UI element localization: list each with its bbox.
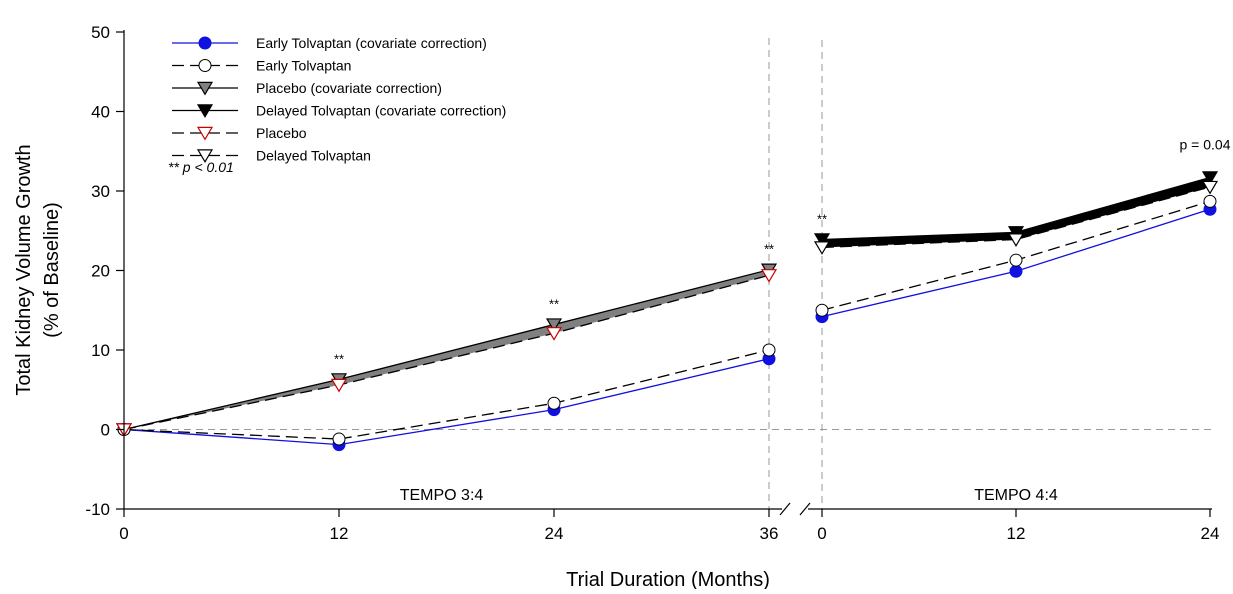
y-tick-label-1: -10 bbox=[85, 500, 110, 519]
data-point-seg1-s4-p3 bbox=[545, 327, 563, 341]
data-point-seg1-s3-p3 bbox=[545, 318, 563, 333]
data-point-seg2-s3-p2 bbox=[1007, 226, 1025, 240]
legend-marker-2 bbox=[198, 59, 212, 72]
data-point-seg1-s4-p4 bbox=[760, 269, 778, 283]
significance-label-seg1-1: ** bbox=[334, 351, 344, 366]
series-line-seg1-3 bbox=[123, 269, 770, 431]
reference-lines-layer bbox=[124, 38, 1212, 509]
data-point-seg2-s2-p1 bbox=[815, 303, 829, 317]
data-point-seg2-s3-p1 bbox=[813, 233, 831, 247]
legend-marker-5 bbox=[196, 126, 214, 141]
significance-label-seg1-2: ** bbox=[549, 297, 559, 312]
x-tick-label-seg1-3: 24 bbox=[545, 524, 564, 543]
data-point-seg1-s2-p2 bbox=[332, 432, 346, 446]
y-axis-title-line2: (% of Baseline) bbox=[41, 202, 63, 338]
legend-label-1: Early Tolvaptan (covariate correction) bbox=[256, 35, 487, 51]
data-point-seg2-s3-p3 bbox=[1201, 171, 1219, 185]
y-tick-label-3: 10 bbox=[91, 341, 110, 360]
segment-label-2: TEMPO 4:4 bbox=[974, 487, 1058, 504]
significance-footnote: ** p < 0.01 bbox=[168, 159, 234, 175]
series-markers-layer bbox=[115, 171, 1219, 452]
axes-layer: -10 0 10 20 30 40 50 0 12 24 36 0 12 24 bbox=[85, 23, 1219, 543]
x-tick-label-seg2-2: 12 bbox=[1007, 524, 1026, 543]
y-tick-label-6: 40 bbox=[91, 103, 110, 122]
legend-label-4: Delayed Tolvaptan (covariate correction) bbox=[256, 103, 506, 119]
data-point-seg2-s1-p2 bbox=[1009, 264, 1023, 278]
series-line-seg1-2 bbox=[123, 349, 770, 440]
x-axis-title: Trial Duration (Months) bbox=[566, 569, 770, 589]
series-line-seg2-4 bbox=[821, 186, 1211, 249]
axis-break-mark-right bbox=[799, 502, 811, 516]
y-tick-label-5: 30 bbox=[91, 182, 110, 201]
data-point-seg2-s2-p3 bbox=[1203, 194, 1217, 208]
x-tick-label-seg1-2: 12 bbox=[330, 524, 349, 543]
legend-label-6: Delayed Tolvaptan bbox=[256, 148, 371, 164]
y-axis-title: Total Kidney Volume Growth (% of Baseline… bbox=[13, 144, 63, 395]
data-point-seg1-s2-p3 bbox=[547, 396, 561, 410]
segment-label-1: TEMPO 3:4 bbox=[400, 487, 484, 504]
placebo-difference-fill bbox=[124, 269, 769, 430]
x-tick-label-seg2-3: 24 bbox=[1201, 524, 1220, 543]
legend-marker-6 bbox=[196, 149, 214, 163]
y-tick-label-4: 20 bbox=[91, 262, 110, 281]
data-point-seg1-s2-p4 bbox=[762, 343, 776, 357]
x-tick-label-seg2-1: 0 bbox=[817, 524, 826, 543]
legend: Early Tolvaptan (covariate correction) Ea… bbox=[168, 35, 506, 175]
significance-label-seg1-3: ** bbox=[764, 242, 774, 257]
data-point-seg2-s4-p1 bbox=[813, 241, 831, 255]
legend-label-3: Placebo (covariate correction) bbox=[256, 80, 442, 96]
legend-label-2: Early Tolvaptan bbox=[256, 58, 351, 74]
data-point-seg2-s4-p2 bbox=[1007, 233, 1025, 247]
series-line-seg1-1 bbox=[123, 358, 770, 446]
data-point-seg1-s4-p2 bbox=[330, 378, 348, 393]
legend-marker-3 bbox=[196, 81, 214, 96]
legend-marker-1 bbox=[198, 36, 212, 50]
x-tick-label-seg1-1: 0 bbox=[119, 524, 128, 543]
legend-label-5: Placebo bbox=[256, 125, 307, 141]
data-point-seg2-s2-p2 bbox=[1009, 253, 1023, 267]
axis-break-mark-left bbox=[779, 502, 791, 516]
y-axis-title-line1: Total Kidney Volume Growth bbox=[13, 144, 35, 395]
x-tick-label-seg1-4: 36 bbox=[760, 524, 779, 543]
y-tick-label-2: 0 bbox=[101, 421, 110, 440]
series-line-seg1-4 bbox=[123, 274, 770, 431]
y-tick-label-7: 50 bbox=[91, 23, 110, 42]
series-lines-layer bbox=[123, 176, 1211, 446]
legend-marker-4 bbox=[196, 104, 214, 118]
significance-label-seg2-2: p = 0.04 bbox=[1180, 136, 1231, 152]
data-point-seg2-s4-p3 bbox=[1201, 180, 1219, 195]
significance-label-seg2-1: ** bbox=[817, 211, 827, 226]
annotation-layer: TEMPO 3:4 TEMPO 4:4 Trial Duration (Months… bbox=[13, 136, 1231, 591]
